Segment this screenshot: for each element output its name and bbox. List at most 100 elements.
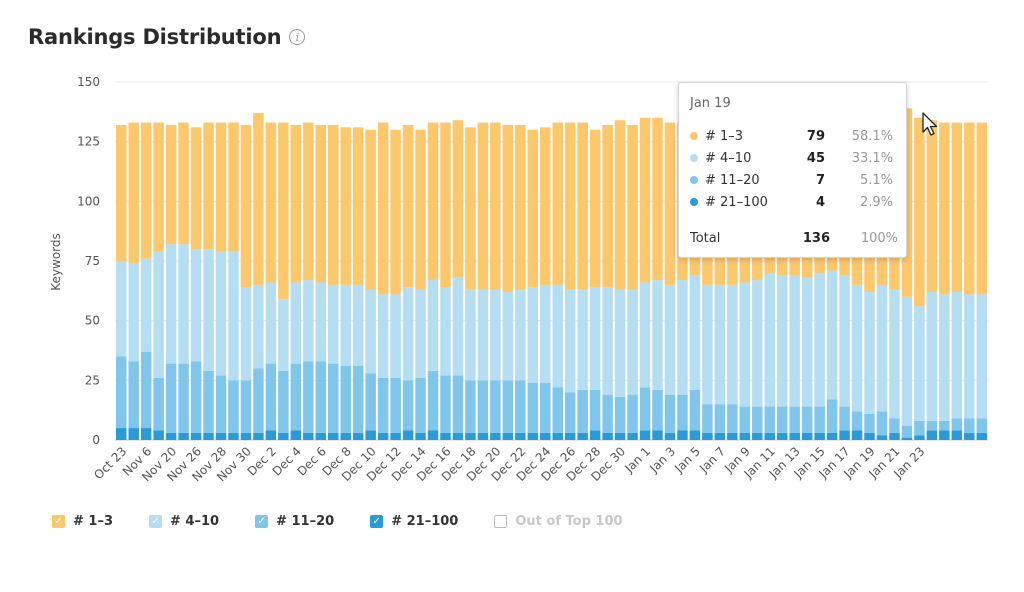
bar-segment[interactable] — [502, 380, 514, 433]
bar-segment[interactable] — [527, 129, 539, 288]
bar-segment[interactable] — [352, 284, 364, 367]
bar-segment[interactable] — [427, 370, 439, 431]
bar-segment[interactable] — [215, 432, 227, 440]
bar-segment[interactable] — [664, 432, 676, 440]
bar-segment[interactable] — [402, 430, 414, 440]
bar-segment[interactable] — [951, 122, 963, 293]
bar-segment[interactable] — [839, 406, 850, 431]
bar-segment[interactable] — [664, 122, 676, 285]
bar-segment[interactable] — [515, 380, 526, 433]
bar-segment[interactable] — [178, 122, 189, 245]
bar-segment[interactable] — [901, 425, 913, 438]
bar-segment[interactable] — [702, 284, 713, 405]
bar-segment[interactable] — [951, 430, 963, 440]
bar-segment[interactable] — [452, 277, 464, 376]
bar-segment[interactable] — [240, 124, 252, 288]
bar-segment[interactable] — [527, 382, 539, 433]
bar-segment[interactable] — [939, 430, 950, 440]
legend-item[interactable]: ✓ # 21–100 — [370, 514, 458, 529]
bar-segment[interactable] — [178, 363, 189, 433]
bar-segment[interactable] — [914, 420, 925, 436]
bar-segment[interactable] — [315, 361, 327, 433]
bar-segment[interactable] — [253, 432, 264, 440]
bar-segment[interactable] — [540, 432, 551, 440]
bar-segment[interactable] — [614, 120, 626, 290]
bar-segment[interactable] — [714, 432, 726, 440]
bar-segment[interactable] — [826, 399, 838, 433]
bar-segment[interactable] — [739, 282, 751, 407]
bar-segment[interactable] — [677, 394, 688, 431]
bar-segment[interactable] — [826, 432, 838, 440]
bar-segment[interactable] — [290, 363, 302, 431]
bar-segment[interactable] — [352, 127, 364, 285]
bar-segment[interactable] — [789, 406, 800, 433]
bar-segment[interactable] — [939, 294, 950, 421]
bar-segment[interactable] — [939, 122, 950, 295]
bar-segment[interactable] — [976, 294, 987, 419]
bar-segment[interactable] — [377, 432, 389, 440]
bar-segment[interactable] — [677, 280, 688, 395]
bar-segment[interactable] — [452, 120, 464, 278]
bar-segment[interactable] — [490, 122, 501, 290]
bar-segment[interactable] — [128, 361, 139, 429]
bar-segment[interactable] — [577, 432, 588, 440]
bar-segment[interactable] — [228, 251, 239, 381]
bar-segment[interactable] — [190, 249, 202, 362]
bar-segment[interactable] — [864, 292, 875, 414]
bar-segment[interactable] — [203, 122, 214, 250]
bar-segment[interactable] — [926, 430, 938, 440]
bar-segment[interactable] — [776, 432, 788, 440]
bar-segment[interactable] — [228, 122, 239, 252]
bar-segment[interactable] — [178, 432, 189, 440]
bar-segment[interactable] — [589, 287, 601, 390]
legend-item[interactable]: ✓ # 11–20 — [255, 514, 334, 529]
bar-segment[interactable] — [240, 380, 252, 433]
bar-segment[interactable] — [976, 418, 987, 433]
bar-segment[interactable] — [627, 289, 638, 395]
bar-segment[interactable] — [752, 406, 763, 433]
bar-segment[interactable] — [814, 406, 825, 433]
legend-checkbox-icon[interactable]: ✓ — [149, 515, 163, 528]
bar-segment[interactable] — [465, 289, 476, 381]
bar-segment[interactable] — [340, 366, 351, 433]
bar-segment[interactable] — [452, 375, 464, 433]
bar-segment[interactable] — [165, 124, 177, 245]
bar-segment[interactable] — [440, 432, 451, 440]
bar-segment[interactable] — [577, 122, 588, 290]
bar-segment[interactable] — [914, 435, 925, 440]
bar-segment[interactable] — [116, 261, 127, 357]
bar-segment[interactable] — [901, 296, 913, 426]
bar-segment[interactable] — [627, 124, 638, 290]
bar-segment[interactable] — [727, 284, 738, 405]
bar-segment[interactable] — [789, 275, 800, 407]
bar-segment[interactable] — [390, 377, 401, 433]
legend-item[interactable]: Out of Top 100 — [494, 514, 623, 529]
bar-segment[interactable] — [340, 432, 351, 440]
bar-segment[interactable] — [552, 122, 563, 285]
bar-segment[interactable] — [664, 284, 676, 395]
bar-segment[interactable] — [502, 124, 514, 293]
bar-segment[interactable] — [315, 124, 327, 283]
bar-segment[interactable] — [140, 258, 152, 352]
legend-checkbox-icon[interactable] — [494, 515, 508, 528]
bar-segment[interactable] — [203, 370, 214, 433]
legend-item[interactable]: ✓ # 1–3 — [52, 514, 113, 529]
bar-segment[interactable] — [552, 284, 563, 388]
bar-segment[interactable] — [552, 432, 563, 440]
bar-segment[interactable] — [889, 432, 900, 440]
bar-segment[interactable] — [602, 124, 613, 288]
bar-segment[interactable] — [265, 122, 277, 283]
bar-segment[interactable] — [253, 368, 264, 433]
bar-segment[interactable] — [889, 289, 900, 419]
bar-segment[interactable] — [614, 289, 626, 398]
bar-segment[interactable] — [889, 418, 900, 433]
bar-segment[interactable] — [253, 113, 264, 285]
bar-segment[interactable] — [278, 370, 289, 433]
bar-segment[interactable] — [452, 432, 464, 440]
bar-segment[interactable] — [540, 127, 551, 285]
bar-segment[interactable] — [253, 284, 264, 369]
bar-segment[interactable] — [864, 432, 875, 440]
bar-segment[interactable] — [178, 244, 189, 364]
bar-segment[interactable] — [851, 411, 863, 431]
bar-segment[interactable] — [964, 432, 975, 440]
